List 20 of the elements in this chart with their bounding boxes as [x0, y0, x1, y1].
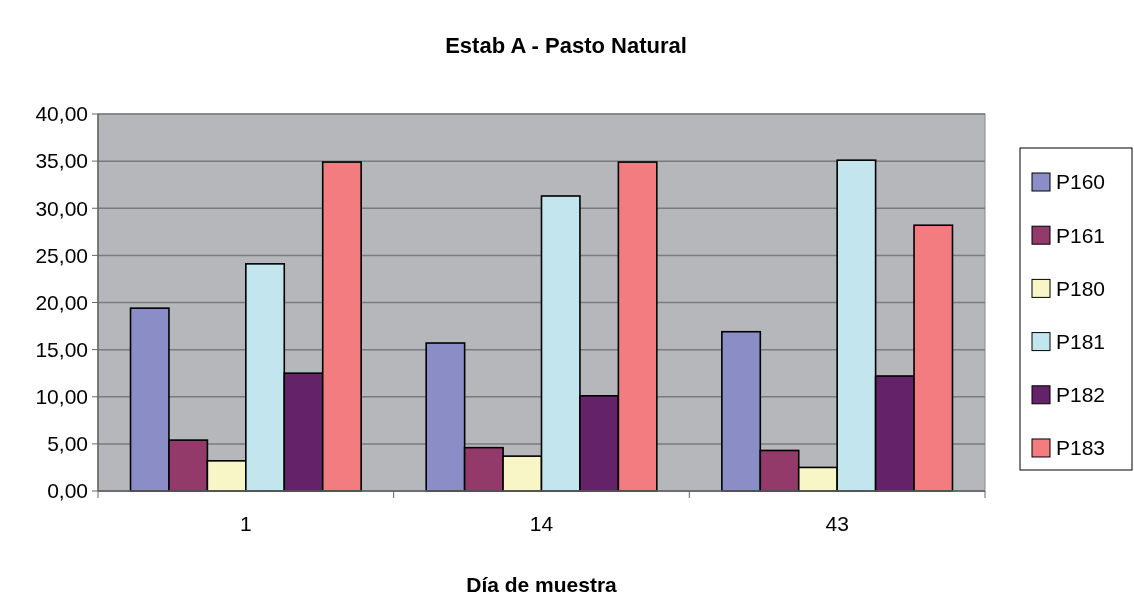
chart-title: Estab A - Pasto Natural: [445, 33, 687, 58]
x-tick-label: 14: [529, 512, 554, 535]
y-tick-label: 40,00: [35, 102, 88, 126]
legend-label: P160: [1056, 170, 1106, 194]
legend-label: P161: [1056, 223, 1106, 247]
legend-label: P181: [1056, 329, 1106, 353]
y-tick-label: 10,00: [35, 385, 88, 409]
y-tick-label: 0,00: [47, 479, 88, 503]
x-axis-title: Día de muestra: [466, 573, 618, 596]
legend-label: P182: [1056, 383, 1106, 407]
y-tick-label: 5,00: [47, 432, 88, 456]
legend-label: P180: [1056, 276, 1106, 300]
y-tick-label: 15,00: [35, 337, 88, 361]
legend-label: P183: [1056, 436, 1106, 460]
y-tick-label: 25,00: [35, 243, 88, 267]
x-tick-label: 1: [239, 512, 252, 535]
y-tick-label: 30,00: [35, 196, 88, 220]
y-tick-label: 35,00: [35, 149, 88, 173]
x-tick-label: 43: [825, 512, 849, 535]
y-tick-label: 20,00: [35, 290, 88, 314]
